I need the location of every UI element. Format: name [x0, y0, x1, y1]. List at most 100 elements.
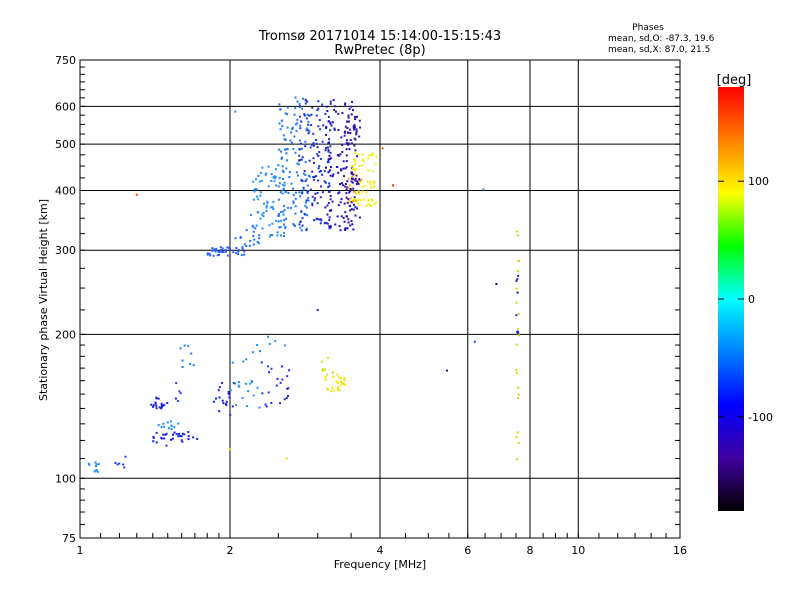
data-point: [160, 404, 163, 407]
phases-o-stats: mean, sd,O: -87.3, 19.6: [608, 34, 715, 44]
data-point: [267, 371, 270, 374]
data-point: [352, 187, 355, 190]
data-point: [283, 234, 286, 237]
data-point: [330, 124, 333, 127]
data-point: [306, 192, 309, 195]
data-point: [162, 433, 165, 436]
data-point: [329, 151, 332, 154]
data-point: [286, 126, 289, 129]
data-point: [95, 469, 98, 472]
data-point: [338, 191, 341, 194]
data-point: [361, 190, 364, 193]
data-point: [239, 236, 242, 239]
data-point: [280, 365, 283, 368]
data-point: [94, 461, 97, 464]
data-point: [267, 185, 270, 188]
data-point: [235, 404, 238, 407]
data-point: [245, 405, 248, 408]
data-point: [292, 200, 295, 203]
data-point: [299, 220, 302, 223]
data-point: [256, 240, 259, 243]
data-point: [165, 444, 168, 447]
data-point: [275, 384, 278, 387]
data-point: [516, 291, 519, 294]
data-point: [358, 204, 361, 207]
data-point: [294, 123, 297, 126]
data-point: [482, 188, 485, 191]
data-point: [290, 182, 293, 185]
data-point: [296, 162, 299, 165]
data-point: [307, 120, 310, 123]
data-point: [285, 190, 288, 193]
y-tick-label: 750: [55, 54, 76, 67]
data-point: [263, 202, 266, 205]
data-point: [261, 227, 264, 230]
data-point: [93, 470, 96, 473]
data-point: [354, 151, 357, 154]
data-point: [349, 139, 352, 142]
data-point: [179, 435, 182, 438]
data-point: [333, 127, 336, 130]
data-point: [348, 200, 351, 203]
data-point: [354, 163, 357, 166]
data-point: [370, 204, 373, 207]
data-point: [317, 100, 320, 103]
data-point: [336, 373, 339, 376]
data-point: [517, 259, 520, 262]
data-point: [320, 219, 323, 222]
data-point: [179, 392, 182, 395]
data-point: [306, 214, 309, 217]
data-point: [326, 160, 329, 163]
data-point: [517, 334, 520, 337]
data-point: [277, 185, 280, 188]
data-point: [365, 191, 368, 194]
data-point: [295, 171, 298, 174]
data-point: [346, 127, 349, 130]
data-point: [312, 144, 315, 147]
data-point: [323, 170, 326, 173]
data-point: [325, 126, 328, 129]
data-point: [218, 410, 221, 413]
data-point: [352, 127, 355, 130]
data-point: [274, 177, 277, 180]
data-point: [88, 463, 91, 466]
data-point: [515, 301, 518, 304]
colorbar-label: [deg]: [717, 73, 752, 88]
data-point: [175, 397, 178, 400]
data-point: [350, 220, 353, 223]
data-point: [305, 129, 308, 132]
data-point: [256, 386, 259, 389]
data-point: [300, 229, 303, 232]
data-point: [328, 184, 331, 187]
data-point: [274, 175, 277, 178]
data-point: [227, 246, 230, 249]
data-point: [299, 226, 302, 229]
x-axis-label: Frequency [MHz]: [334, 558, 426, 571]
data-point: [345, 215, 348, 218]
data-point: [308, 114, 311, 117]
data-point: [362, 160, 365, 163]
data-point: [279, 108, 282, 111]
data-point: [301, 192, 304, 195]
data-point: [285, 148, 288, 151]
data-point: [286, 387, 289, 390]
data-point: [257, 242, 260, 245]
data-point: [348, 191, 351, 194]
data-point: [277, 213, 280, 216]
data-point: [296, 122, 299, 125]
data-point: [177, 435, 180, 438]
data-point: [243, 243, 246, 246]
data-point: [219, 248, 222, 251]
data-point: [373, 180, 376, 183]
data-point: [253, 190, 256, 193]
data-point: [321, 103, 324, 106]
data-point: [183, 433, 186, 436]
data-point: [301, 191, 304, 194]
data-point: [211, 247, 214, 250]
data-point: [356, 181, 359, 184]
data-point: [516, 278, 519, 281]
data-point: [279, 402, 282, 405]
data-point: [346, 180, 349, 183]
data-point: [232, 382, 235, 385]
data-point: [343, 202, 346, 205]
